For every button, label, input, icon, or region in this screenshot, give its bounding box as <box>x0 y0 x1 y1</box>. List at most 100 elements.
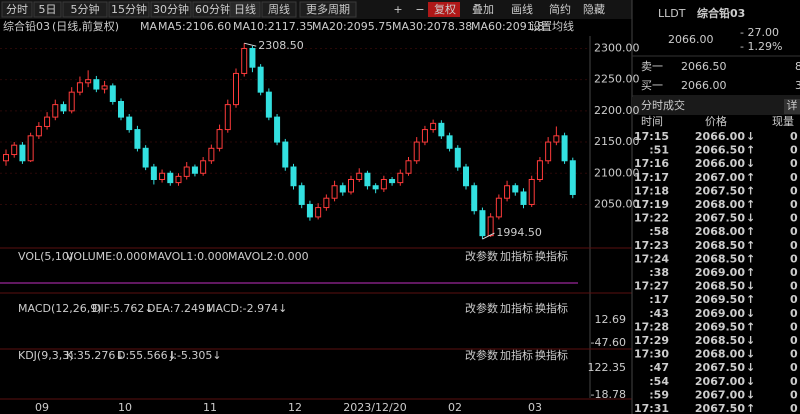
ma-label: MA <box>140 20 157 33</box>
candle-body <box>315 207 322 218</box>
trade-volume: 0 <box>790 320 798 333</box>
trade-time: 17:22 <box>634 212 669 225</box>
detail-button[interactable] <box>784 99 800 114</box>
candle-body <box>298 185 305 205</box>
trade-arrow: ↓ <box>746 130 755 143</box>
candle-body <box>76 82 83 93</box>
period-button[interactable] <box>62 1 108 18</box>
y-tick-label: 2250.00 <box>594 73 640 86</box>
y-tick-label: 2150.00 <box>594 135 640 148</box>
candle-body <box>545 141 552 162</box>
panel-value: MAVOL1:0.000 <box>148 250 229 263</box>
candle-body <box>348 178 354 193</box>
period-label[interactable]: 周线 <box>268 2 290 16</box>
tool-button[interactable]: 简约 <box>549 2 571 16</box>
period-button[interactable] <box>1 1 33 18</box>
period-button[interactable] <box>108 1 150 18</box>
trade-price: 2067.50 <box>695 184 745 197</box>
panel-button[interactable]: 加指标 <box>500 348 533 362</box>
candle-body <box>142 147 149 168</box>
trade-time: :43 <box>649 307 669 320</box>
candle-body <box>233 72 239 106</box>
candle-body <box>380 178 387 190</box>
trade-price: 2068.50 <box>695 239 745 252</box>
tool-button[interactable]: − <box>415 3 424 16</box>
tool-button[interactable]: 叠加 <box>472 3 494 16</box>
period-label[interactable]: 15分钟 <box>111 2 147 16</box>
trade-price: 2066.00 <box>695 130 745 143</box>
candle-body <box>553 135 560 143</box>
candle-body <box>282 141 289 168</box>
period-button[interactable] <box>261 1 297 18</box>
quote-pct: - 1.29% <box>740 40 782 53</box>
annotation: 1994.50 <box>496 226 542 239</box>
candle-body <box>126 116 133 131</box>
panel-button[interactable]: 改参数 <box>465 301 498 315</box>
period-label[interactable]: 5日 <box>39 3 57 16</box>
trade-volume: 0 <box>790 239 798 252</box>
trade-volume: 0 <box>790 198 798 211</box>
panel-button[interactable]: 改参数 <box>465 348 498 362</box>
trade-volume: 0 <box>790 375 798 388</box>
period-label[interactable]: 60分钟 <box>195 2 231 16</box>
quote-price: 2066.00 <box>668 33 714 46</box>
y-tick-label: 2100.00 <box>594 166 640 179</box>
candle-body <box>528 178 535 205</box>
candle-body <box>85 79 92 84</box>
period-label[interactable]: 5分钟 <box>71 2 100 16</box>
candle-body <box>274 116 281 143</box>
panel-button[interactable]: 换指标 <box>535 249 568 263</box>
period-label[interactable]: 更多周期 <box>306 2 350 16</box>
candle-body <box>183 166 190 177</box>
period-button[interactable] <box>33 1 62 18</box>
candle-body <box>389 178 396 184</box>
candle-body <box>372 185 379 190</box>
y-tick-label: 2050.00 <box>594 197 640 210</box>
trade-price: 2067.00 <box>695 375 745 388</box>
trade-price: 2069.00 <box>695 266 745 279</box>
panel-button[interactable]: 改参数 <box>465 249 498 263</box>
trade-time: 17:24 <box>634 252 669 265</box>
trade-arrow: ↓ <box>746 361 755 374</box>
candle-body <box>397 172 404 184</box>
tool-button[interactable]: + <box>393 3 402 16</box>
bid-label: 买一 <box>641 79 663 92</box>
trade-arrow: ↑ <box>746 198 755 211</box>
period-label[interactable]: 日线 <box>234 2 256 16</box>
tool-button[interactable]: 隐藏 <box>583 3 605 16</box>
annotation-leader <box>244 42 257 47</box>
candle-body <box>487 216 494 237</box>
period-label[interactable]: 30分钟 <box>153 2 189 16</box>
detail-label[interactable]: 详 <box>787 98 798 112</box>
candle-body <box>356 172 363 180</box>
panel-button[interactable]: 加指标 <box>500 301 533 315</box>
ma-settings[interactable]: 设置均线 <box>530 19 574 33</box>
tool-button[interactable]: 复权 <box>434 2 456 16</box>
candle-body <box>512 185 519 193</box>
trade-time: 17:31 <box>634 402 669 414</box>
trade-arrow: ↑ <box>746 252 755 265</box>
ma-value: MA20:2095.75 <box>312 20 392 33</box>
panel-button[interactable]: 换指标 <box>535 348 568 362</box>
y-tick-label: 2200.00 <box>594 104 640 117</box>
candle-body <box>463 166 469 187</box>
trade-volume: 0 <box>790 212 798 225</box>
panel-button[interactable]: 换指标 <box>535 301 568 315</box>
tool-highlight[interactable] <box>428 2 460 17</box>
trade-volume: 0 <box>790 252 798 265</box>
candle-body <box>216 129 223 149</box>
tool-button[interactable]: 画线 <box>511 2 533 16</box>
period-label[interactable]: 分时 <box>6 3 28 16</box>
panel-button[interactable]: 加指标 <box>500 249 533 263</box>
period-button[interactable] <box>299 1 357 18</box>
ask-label: 卖一 <box>641 60 663 73</box>
period-button[interactable] <box>150 1 192 18</box>
panel-axis-label: 122.35 <box>588 361 627 374</box>
panel-value: D:55.566↓ <box>117 349 177 362</box>
trade-time: :54 <box>649 375 669 388</box>
period-button[interactable] <box>229 1 261 18</box>
trade-arrow: ↑ <box>746 239 755 252</box>
candle-body <box>3 154 9 162</box>
